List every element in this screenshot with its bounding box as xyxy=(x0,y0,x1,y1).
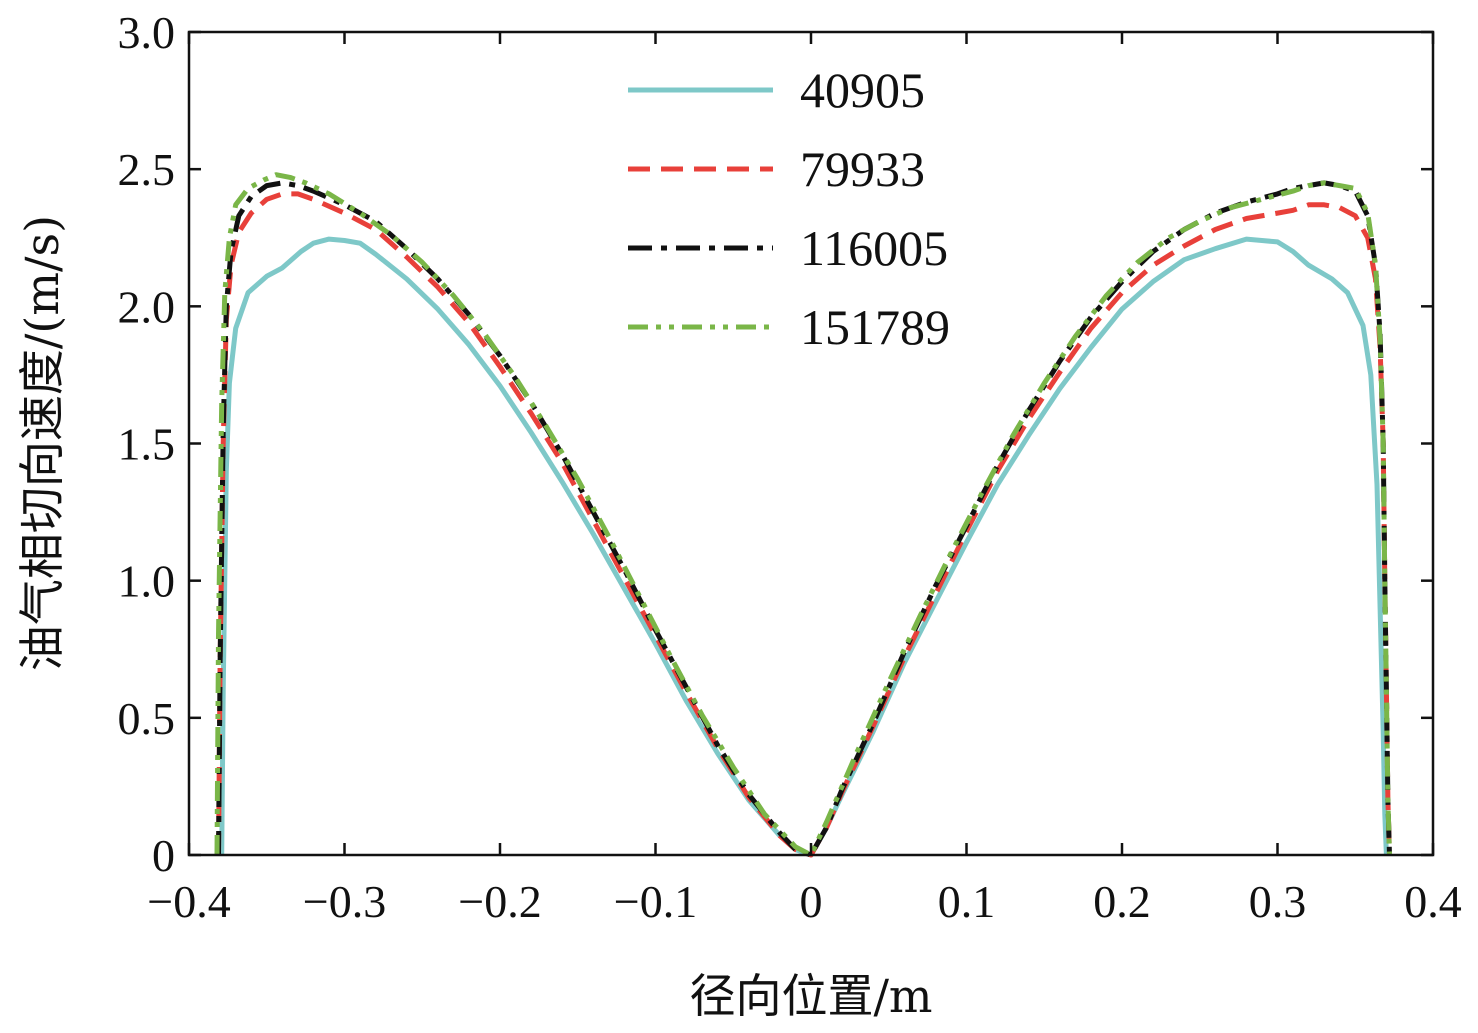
tick-layer: −0.4 −0.3 −0.2 −0.1 0 0.1 0.2 0.3 0.4 0 0.5 1.0 1.5 2… xyxy=(118,7,1462,927)
legend: 40905 79933 116005 151789 xyxy=(628,62,950,355)
x-axis-title: 径向位置/m xyxy=(689,969,932,1023)
x-tick-label: 0.3 xyxy=(1249,876,1307,927)
series-line-116005 xyxy=(216,180,1392,858)
y-tick-label: 0 xyxy=(152,830,175,881)
y-tick-label: 2.5 xyxy=(118,144,176,195)
x-tick-label: 0 xyxy=(800,876,823,927)
legend-label-40905: 40905 xyxy=(800,62,925,118)
legend-label-116005: 116005 xyxy=(800,220,948,276)
series-line-151789 xyxy=(214,172,1392,858)
x-tick-label: 0.1 xyxy=(938,876,996,927)
x-tick-label: −0.1 xyxy=(614,876,697,927)
y-tick-label: 0.5 xyxy=(118,693,176,744)
x-tick-label: −0.4 xyxy=(147,876,230,927)
x-tick-label: 0.4 xyxy=(1404,876,1462,927)
y-tick-label: 1.0 xyxy=(118,556,176,607)
series-line-79933 xyxy=(216,191,1392,858)
y-tick-label: 1.5 xyxy=(118,419,176,470)
x-tick-label: −0.3 xyxy=(303,876,386,927)
legend-label-79933: 79933 xyxy=(800,141,925,197)
legend-label-151789: 151789 xyxy=(800,299,950,355)
y-tick-label: 2.0 xyxy=(118,281,176,332)
x-tick-label: −0.2 xyxy=(458,876,541,927)
y-tick-label: 3.0 xyxy=(118,7,176,58)
x-tick-label: 0.2 xyxy=(1093,876,1151,927)
series-layer xyxy=(214,172,1392,858)
y-axis-title: 油气相切向速度/(m/s) xyxy=(15,215,69,671)
